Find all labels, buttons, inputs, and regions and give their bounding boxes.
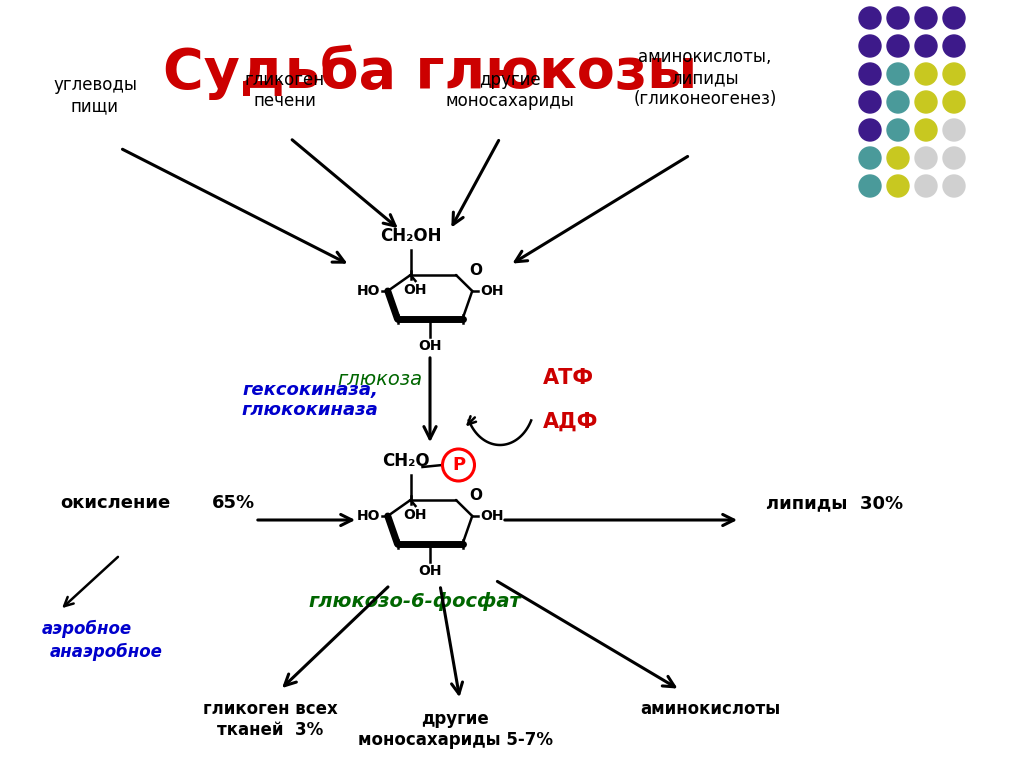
- Text: АДФ: АДФ: [543, 412, 598, 432]
- Circle shape: [943, 147, 965, 169]
- Text: другие
моносахариды 5-7%: другие моносахариды 5-7%: [357, 710, 553, 749]
- Text: OH: OH: [403, 283, 427, 297]
- Text: аминокислоты: аминокислоты: [640, 700, 780, 718]
- Circle shape: [887, 7, 909, 29]
- Circle shape: [915, 63, 937, 85]
- Text: OH: OH: [418, 339, 441, 353]
- Text: 65%: 65%: [212, 494, 255, 512]
- Circle shape: [887, 35, 909, 57]
- Circle shape: [887, 147, 909, 169]
- Text: HO: HO: [356, 284, 380, 298]
- Text: O: O: [469, 488, 482, 503]
- Circle shape: [859, 35, 881, 57]
- Text: глюкоза: глюкоза: [338, 370, 423, 389]
- Circle shape: [887, 175, 909, 197]
- Text: гексокиназа,
глюкокиназа: гексокиназа, глюкокиназа: [242, 380, 379, 420]
- Text: O: O: [469, 263, 482, 278]
- Text: гликоген всех
тканей  3%: гликоген всех тканей 3%: [203, 700, 337, 739]
- Text: P: P: [452, 456, 465, 474]
- Circle shape: [887, 119, 909, 141]
- Text: анаэробное: анаэробное: [50, 643, 163, 661]
- Circle shape: [943, 175, 965, 197]
- Circle shape: [887, 91, 909, 113]
- Circle shape: [887, 63, 909, 85]
- Circle shape: [915, 91, 937, 113]
- Text: OH: OH: [480, 509, 504, 523]
- Text: аминокислоты,
липиды
(гликонеогенез): аминокислоты, липиды (гликонеогенез): [633, 48, 776, 108]
- Text: аэробное: аэробное: [42, 620, 132, 638]
- Text: CH₂O: CH₂O: [382, 452, 429, 470]
- Circle shape: [915, 7, 937, 29]
- Circle shape: [915, 119, 937, 141]
- Text: OH: OH: [418, 564, 441, 578]
- Circle shape: [915, 35, 937, 57]
- Text: OH: OH: [403, 508, 427, 522]
- Text: АТФ: АТФ: [543, 368, 594, 388]
- Text: окисление: окисление: [59, 494, 170, 512]
- Circle shape: [859, 91, 881, 113]
- Text: гликоген
печени: гликоген печени: [245, 71, 325, 110]
- Text: липиды  30%: липиды 30%: [766, 494, 903, 512]
- Circle shape: [943, 91, 965, 113]
- Circle shape: [859, 63, 881, 85]
- Circle shape: [915, 175, 937, 197]
- Circle shape: [943, 7, 965, 29]
- Text: другие
моносахариды: другие моносахариды: [445, 71, 574, 110]
- Circle shape: [915, 147, 937, 169]
- Text: CH₂OH: CH₂OH: [380, 227, 441, 245]
- Circle shape: [859, 175, 881, 197]
- Circle shape: [859, 147, 881, 169]
- Text: Судьба глюкозы: Судьба глюкозы: [163, 45, 697, 100]
- Circle shape: [943, 35, 965, 57]
- Text: HO: HO: [356, 509, 380, 523]
- Circle shape: [859, 7, 881, 29]
- Circle shape: [859, 119, 881, 141]
- Circle shape: [943, 63, 965, 85]
- Circle shape: [943, 119, 965, 141]
- Text: глюкозо-6-фосфат: глюкозо-6-фосфат: [308, 592, 521, 611]
- Text: OH: OH: [480, 284, 504, 298]
- Text: углеводы
пищи: углеводы пищи: [53, 76, 137, 115]
